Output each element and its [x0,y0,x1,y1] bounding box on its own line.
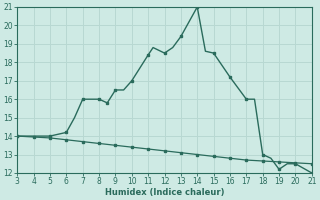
X-axis label: Humidex (Indice chaleur): Humidex (Indice chaleur) [105,188,224,197]
